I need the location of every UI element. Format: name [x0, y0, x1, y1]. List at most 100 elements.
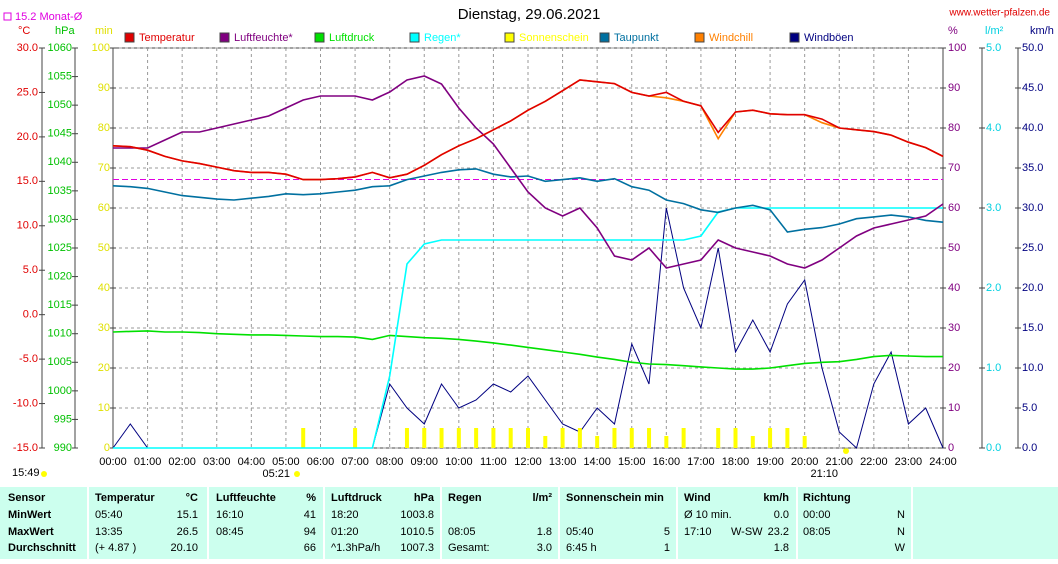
y-tick-label: 60 — [98, 202, 110, 214]
x-tick-label: 18:00 — [722, 456, 750, 468]
y-tick-label: 90 — [948, 82, 960, 94]
y-tick-label: 1000 — [48, 385, 72, 397]
legend-swatch — [789, 32, 800, 43]
y-tick-label: 0 — [948, 442, 954, 454]
table-cell: 3.0 — [537, 542, 552, 554]
table-cell: 16:10 — [216, 509, 244, 521]
table-cell: N — [897, 509, 905, 521]
table-cell: MaxWert — [8, 526, 54, 538]
axis-title: °C — [18, 25, 30, 37]
table-cell: % — [306, 492, 316, 504]
table-cell: 08:05 — [803, 526, 831, 538]
y-tick-label: 1055 — [48, 70, 72, 82]
sunshine-bar — [768, 428, 773, 448]
series-line — [113, 207, 943, 449]
legend-swatch — [504, 32, 515, 43]
sunshine-bar — [526, 428, 530, 448]
series-line — [112, 79, 944, 181]
y-tick-label: 5.0 — [986, 42, 1001, 54]
table-cell: °C — [186, 492, 198, 504]
y-tick-label: 10.0 — [1022, 362, 1043, 374]
table-cell: 5 — [664, 526, 670, 538]
table-cell: 94 — [304, 526, 316, 538]
x-tick-label: 13:00 — [549, 456, 577, 468]
table-cell: 1 — [664, 542, 670, 554]
x-tick-label: 16:00 — [653, 456, 681, 468]
table-cell: Sensor — [8, 492, 46, 504]
axis-title: l/m² — [985, 25, 1004, 37]
y-tick-label: 10 — [98, 402, 110, 414]
sunshine-bar — [456, 428, 461, 448]
table-cell: Wind — [684, 492, 711, 504]
x-tick-label: 05:00 — [272, 456, 300, 468]
y-tick-label: 70 — [98, 162, 110, 174]
table-cell: Luftfeuchte — [216, 492, 276, 504]
y-tick-label: 0.0 — [23, 309, 38, 321]
y-tick-label: 0.0 — [986, 442, 1001, 454]
y-tick-label: 1015 — [48, 299, 72, 311]
sunshine-bar — [681, 428, 686, 448]
legend-label: Windchill — [709, 32, 753, 44]
y-tick-label: 30.0 — [17, 42, 38, 54]
table-cell: 6:45 h — [566, 542, 597, 554]
y-tick-label: 1030 — [48, 213, 72, 225]
series-line — [113, 75, 944, 269]
table-cell: Luftdruck — [331, 492, 383, 504]
y-tick-label: -10.0 — [13, 397, 38, 409]
axis-title: % — [948, 25, 958, 37]
x-tick-label: 12:00 — [514, 456, 542, 468]
table-cell: 1007.3 — [400, 542, 434, 554]
table-cell: km/h — [763, 492, 789, 504]
table-cell: Richtung — [803, 492, 851, 504]
y-tick-label: 40 — [948, 282, 960, 294]
y-tick-label: 1020 — [48, 270, 72, 282]
table-cell: ^1.3hPa/h — [331, 542, 380, 554]
table-cell: 05:40 — [95, 509, 123, 521]
y-tick-label: 50 — [98, 242, 110, 254]
table-cell: Regen — [448, 492, 482, 504]
y-tick-label: 50 — [948, 242, 960, 254]
y-tick-label: 1.0 — [986, 362, 1001, 374]
y-tick-label: 20.0 — [17, 131, 38, 143]
y-tick-label: 90 — [98, 82, 110, 94]
y-tick-label: -5.0 — [19, 353, 38, 365]
x-tick-label: 15:00 — [618, 456, 646, 468]
update-time: 15:49 — [12, 467, 40, 479]
table-cell: 08:05 — [448, 526, 476, 538]
x-tick-label: 06:00 — [307, 456, 335, 468]
y-tick-label: -15.0 — [13, 442, 38, 454]
x-tick-label: 23:00 — [895, 456, 923, 468]
sunshine-bar — [612, 428, 617, 448]
legend-swatch — [124, 32, 135, 43]
y-tick-label: 80 — [98, 122, 110, 134]
y-tick-label: 45.0 — [1022, 82, 1043, 94]
x-tick-label: 10:00 — [445, 456, 473, 468]
sunshine-bar — [474, 428, 479, 448]
y-tick-label: 1005 — [48, 356, 72, 368]
chart-title: Dienstag, 29.06.2021 — [458, 6, 601, 23]
sunshine-bar — [508, 428, 513, 448]
y-tick-label: 5.0 — [23, 264, 38, 276]
y-tick-label: 20.0 — [1022, 282, 1043, 294]
legend-swatch — [694, 32, 705, 43]
sunshine-bar — [595, 436, 600, 448]
sunshine-bar — [439, 428, 444, 448]
table-cell: 05:40 — [566, 526, 594, 538]
y-tick-label: 10.0 — [17, 220, 38, 232]
y-tick-label: 995 — [54, 413, 72, 425]
y-tick-label: 80 — [948, 122, 960, 134]
sunset-icon — [843, 448, 849, 454]
table-cell: MinWert — [8, 509, 52, 521]
series-line — [112, 330, 943, 370]
x-tick-label: 04:00 — [238, 456, 266, 468]
table-cell: 01:20 — [331, 526, 359, 538]
x-tick-label: 14:00 — [583, 456, 611, 468]
table-cell: W — [895, 542, 906, 554]
table-cell: 1.8 — [537, 526, 552, 538]
legend-swatch — [599, 32, 610, 43]
x-tick-label: 17:00 — [687, 456, 715, 468]
sunshine-bar — [577, 428, 582, 448]
y-tick-label: 30 — [98, 322, 110, 334]
sunshine-bar — [750, 436, 755, 448]
